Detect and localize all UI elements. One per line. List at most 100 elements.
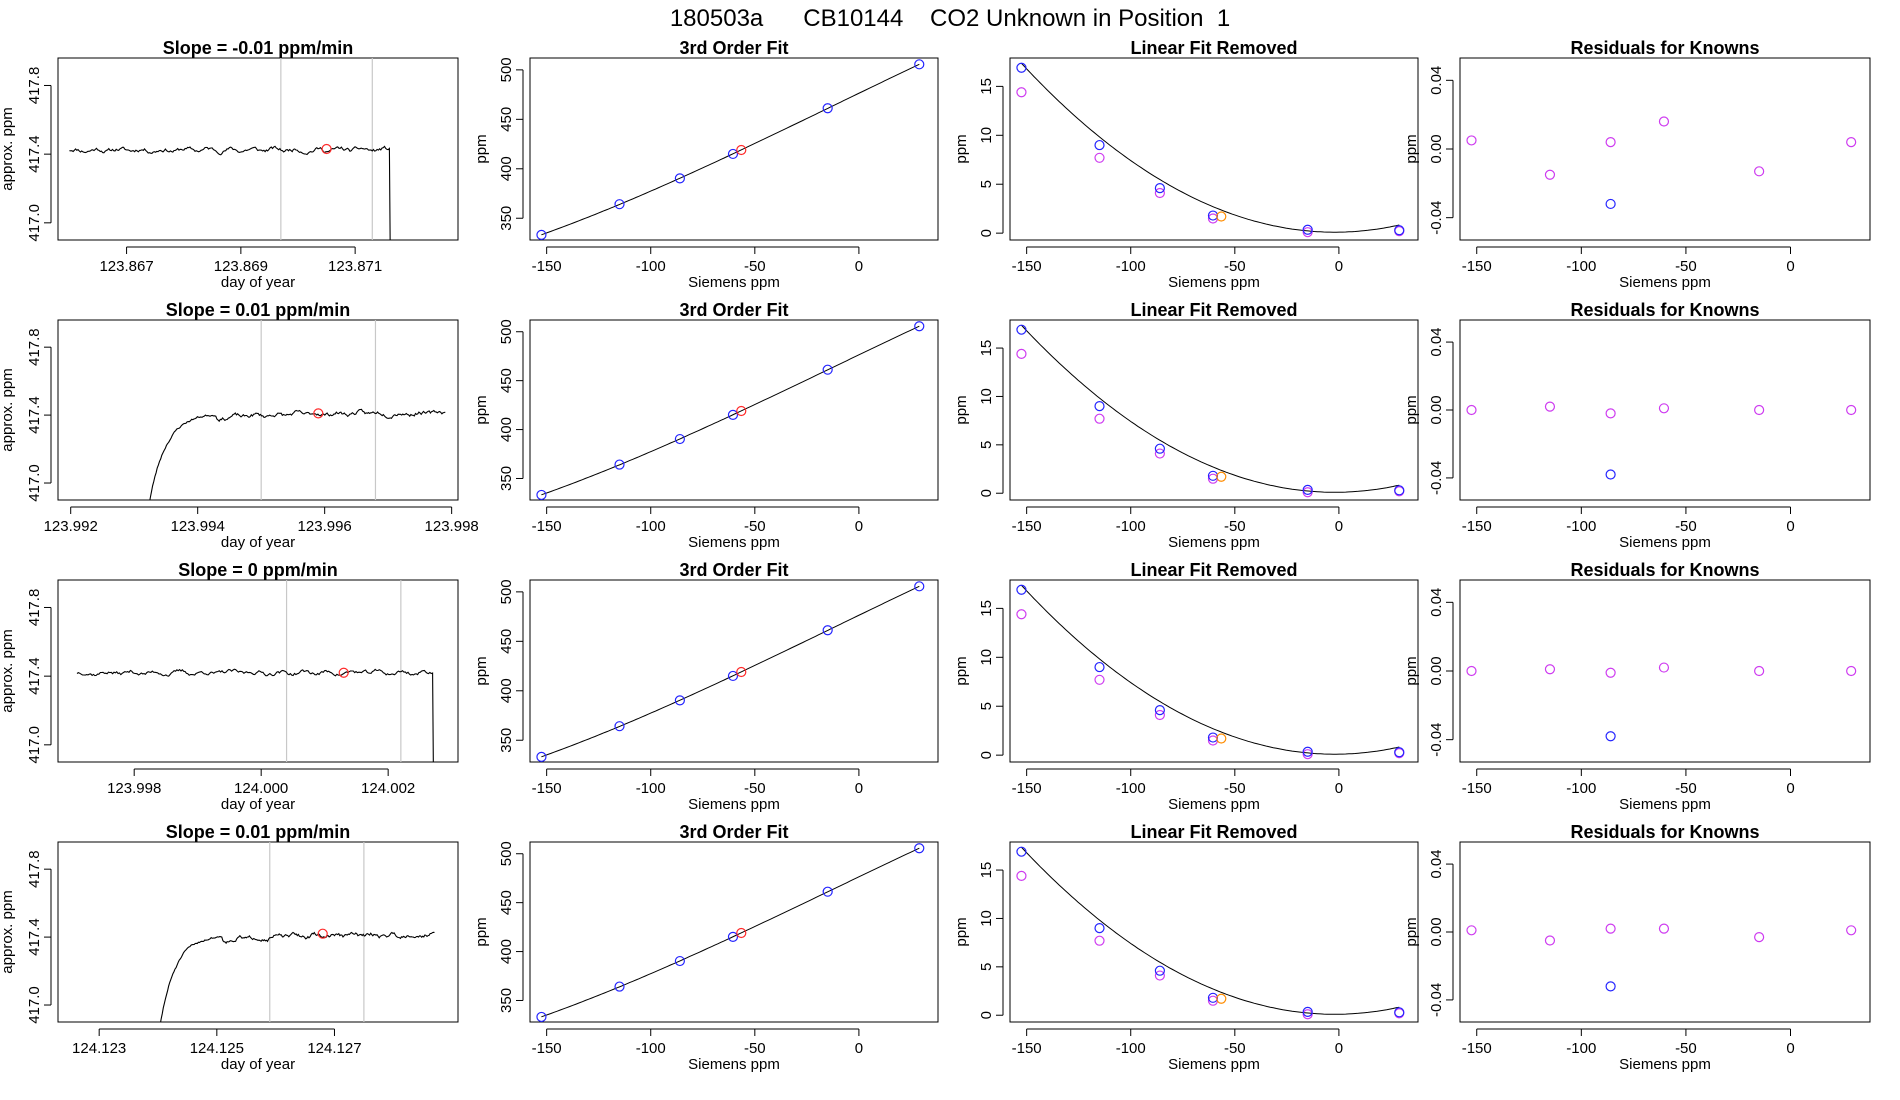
x-tick-label: 123.869 bbox=[214, 258, 268, 275]
unknown-point bbox=[1216, 211, 1227, 222]
x-tick-label: 0 bbox=[1335, 1040, 1343, 1057]
panel-title: Slope = 0 ppm/min bbox=[178, 560, 338, 580]
x-tick-label: 124.000 bbox=[234, 780, 288, 797]
plot-frame bbox=[529, 841, 939, 1023]
plot-area bbox=[536, 321, 925, 500]
plot-frame bbox=[57, 579, 459, 763]
x-tick-label: -100 bbox=[1566, 518, 1596, 535]
residual-point bbox=[1846, 137, 1857, 148]
x-tick-label: -150 bbox=[1012, 1040, 1042, 1057]
x-axis-label: Siemens ppm bbox=[1168, 1056, 1260, 1073]
x-tick-label: 0 bbox=[1335, 258, 1343, 275]
outlier-point bbox=[1605, 981, 1616, 992]
x-tick-label: -50 bbox=[744, 1040, 766, 1057]
panel-title: Residuals for Knowns bbox=[1570, 300, 1759, 320]
outlier-point bbox=[1605, 198, 1616, 210]
x-tick-label: -150 bbox=[532, 1040, 562, 1057]
plot-area bbox=[1466, 401, 1857, 480]
panel-title: Slope = 0.01 ppm/min bbox=[166, 300, 351, 320]
plot-area bbox=[1466, 116, 1857, 210]
y-tick-label: 417.0 bbox=[26, 204, 43, 242]
known-point bbox=[614, 721, 625, 732]
x-tick-label: -50 bbox=[744, 258, 766, 275]
known-point bbox=[674, 173, 685, 184]
x-tick-label: -50 bbox=[744, 780, 766, 797]
known-point bbox=[614, 199, 625, 210]
plot-area bbox=[1016, 62, 1405, 238]
panel-residuals-row3: Residuals for Knowns -150 -100 -50 0 Siemens … bbox=[1403, 560, 1871, 813]
x-tick-label: -150 bbox=[1012, 518, 1042, 535]
magenta-point bbox=[1154, 970, 1165, 981]
x-axis-label: Siemens ppm bbox=[688, 274, 780, 291]
y-tick-label: 350 bbox=[498, 988, 515, 1013]
y-tick-label: 0 bbox=[978, 1011, 995, 1019]
time-series-trace bbox=[149, 408, 446, 500]
x-tick-label: 0 bbox=[855, 258, 863, 275]
y-tick-label: 5 bbox=[978, 963, 995, 971]
x-axis-label: Siemens ppm bbox=[688, 534, 780, 551]
known-point bbox=[1016, 324, 1027, 335]
residual-point bbox=[1466, 665, 1477, 677]
x-tick-label: -50 bbox=[1224, 780, 1246, 797]
y-tick-label: 350 bbox=[498, 206, 515, 231]
magenta-point bbox=[1302, 749, 1313, 760]
y-tick-label: 15 bbox=[978, 862, 995, 879]
x-tick-label: -100 bbox=[1566, 258, 1596, 275]
fit-curve bbox=[541, 847, 920, 1018]
y-tick-label: 10 bbox=[978, 910, 995, 927]
panel-time-series-row1: Slope = -0.01 ppm/min 123.867 123.869 123.8… bbox=[0, 38, 459, 291]
y-axis-label: ppm bbox=[1403, 134, 1420, 163]
x-axis-label: day of year bbox=[221, 796, 295, 813]
plot-area bbox=[536, 843, 925, 1022]
known-point bbox=[1016, 846, 1027, 857]
x-tick-label: -150 bbox=[532, 780, 562, 797]
x-tick-label: -100 bbox=[636, 780, 666, 797]
panel-title: Residuals for Knowns bbox=[1570, 38, 1759, 58]
known-point bbox=[727, 670, 739, 682]
known-point bbox=[1016, 62, 1027, 73]
x-tick-label: -150 bbox=[1462, 780, 1492, 797]
plot-area bbox=[1016, 324, 1405, 498]
panel-time-series-row2: Slope = 0.01 ppm/min 123.992 123.994 123.99… bbox=[0, 300, 479, 551]
unknown-point bbox=[1216, 733, 1227, 744]
outlier-point bbox=[1605, 469, 1616, 480]
y-tick-label: 0.00 bbox=[1428, 134, 1445, 163]
figure-title: 180503a CB10144 CO2 Unknown in Position … bbox=[670, 5, 1230, 32]
known-point bbox=[1154, 705, 1165, 716]
y-tick-label: 450 bbox=[498, 368, 515, 393]
known-point bbox=[1154, 443, 1165, 454]
panel-time-series-row3: Slope = 0 ppm/min 123.998 124.000 124.002 da… bbox=[0, 560, 459, 813]
panel-title: 3rd Order Fit bbox=[679, 300, 788, 320]
outlier-point bbox=[1605, 731, 1616, 742]
x-tick-label: -150 bbox=[532, 518, 562, 535]
panel-3rd-order-fit-row3: 3rd Order Fit -150 -100 -50 0 Siemens ppm 350 4… bbox=[473, 560, 939, 813]
residual-point bbox=[1466, 404, 1477, 416]
y-tick-label: 417.4 bbox=[26, 135, 43, 173]
y-tick-label: 500 bbox=[498, 841, 515, 866]
panel-residuals-row4: Residuals for Knowns -150 -100 -50 0 Siemens … bbox=[1403, 822, 1871, 1073]
residual-curve bbox=[1021, 62, 1400, 233]
y-tick-label: 450 bbox=[498, 629, 515, 654]
residual-point bbox=[1846, 925, 1857, 936]
x-tick-label: -100 bbox=[636, 518, 666, 535]
y-tick-label: 15 bbox=[978, 340, 995, 357]
magenta-point bbox=[1154, 448, 1165, 459]
y-tick-label: 0 bbox=[978, 751, 995, 759]
x-tick-label: -50 bbox=[1224, 518, 1246, 535]
plot-frame bbox=[57, 841, 459, 1023]
residual-point bbox=[1754, 404, 1765, 416]
known-point bbox=[914, 59, 925, 70]
unknown-point bbox=[736, 405, 747, 417]
x-tick-label: 0 bbox=[1335, 518, 1343, 535]
known-point bbox=[727, 148, 739, 160]
x-tick-label: -50 bbox=[1675, 258, 1697, 275]
plot-area bbox=[160, 842, 435, 1022]
panel-linear-fit-removed-row1: Linear Fit Removed -150 -100 -50 0 Siemens pp… bbox=[953, 38, 1419, 291]
x-tick-label: -100 bbox=[1116, 780, 1146, 797]
y-tick-label: 10 bbox=[978, 649, 995, 666]
fit-curve bbox=[541, 63, 920, 236]
x-axis-label: Siemens ppm bbox=[1619, 534, 1711, 551]
y-tick-label: 400 bbox=[498, 939, 515, 964]
y-tick-label: 15 bbox=[978, 600, 995, 617]
x-tick-label: -150 bbox=[1462, 518, 1492, 535]
